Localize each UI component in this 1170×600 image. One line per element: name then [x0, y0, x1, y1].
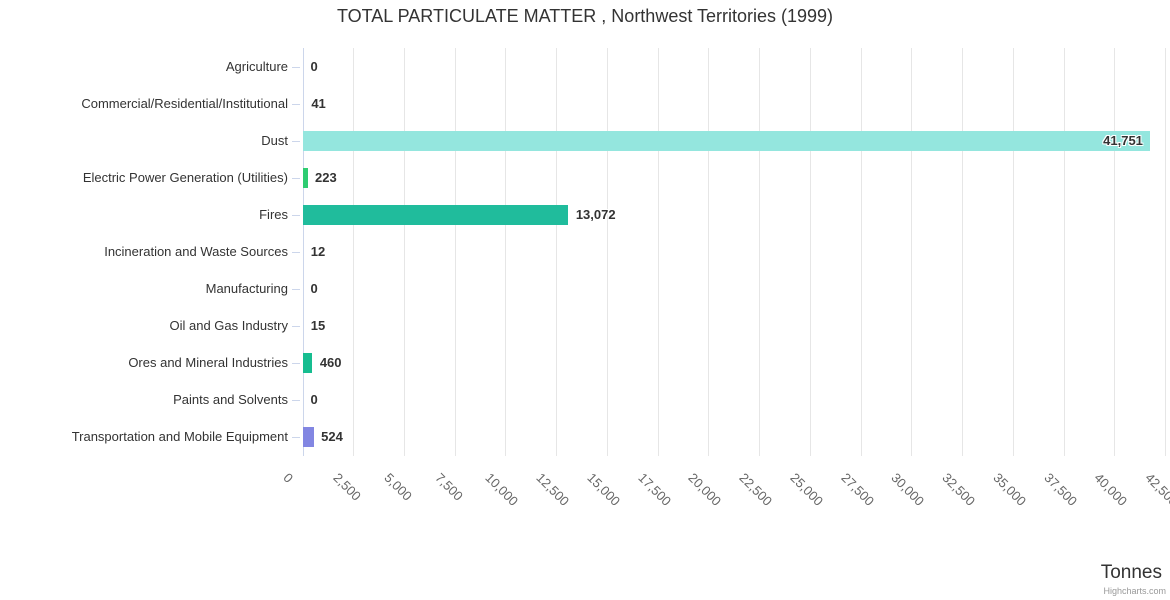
x-gridline	[556, 48, 558, 456]
x-gridline	[1114, 48, 1116, 456]
value-label: 460	[319, 355, 342, 371]
x-gridline	[860, 48, 862, 456]
highcharts-credit-link[interactable]: Highcharts.com	[1103, 586, 1166, 596]
x-gridline	[809, 48, 811, 456]
x-gridline	[353, 48, 355, 456]
x-tick-label: 35,000	[990, 470, 1029, 509]
chart-title: TOTAL PARTICULATE MATTER , Northwest Ter…	[336, 6, 834, 26]
category-tick	[292, 400, 300, 402]
bar-electric-power-generation-utilities[interactable]	[303, 167, 308, 188]
value-label: 0	[310, 281, 318, 297]
bar-dust[interactable]	[303, 130, 1151, 151]
category-label: Incineration and Waste Sources	[104, 244, 288, 259]
category-label: Agriculture	[225, 58, 288, 74]
x-tick-label: 42,500	[1142, 470, 1170, 509]
category-label: Dust	[261, 132, 288, 148]
x-tick-label: 37,500	[1041, 470, 1080, 509]
category-tick	[292, 140, 300, 142]
x-tick-label: 20,000	[685, 470, 725, 509]
category-label: Fires	[259, 206, 288, 222]
category-tick	[292, 177, 300, 179]
x-gridline	[1165, 48, 1167, 456]
category-label: Ores and Mineral Industries	[128, 355, 288, 371]
category-label: Oil and Gas Industry	[169, 318, 289, 334]
category-tick	[292, 252, 300, 253]
value-label: 41,751	[1103, 132, 1143, 148]
category-tick	[292, 326, 300, 328]
x-gridline	[1012, 48, 1014, 456]
value-label: 41	[311, 95, 326, 111]
x-tick-label: 0	[279, 470, 296, 486]
value-label: 0	[310, 58, 318, 74]
value-label: 13,072	[575, 206, 616, 222]
bar-transportation-and-mobile-equipment[interactable]	[303, 427, 314, 448]
category-tick	[292, 214, 300, 216]
x-axis-title: Tonnes	[1100, 562, 1162, 583]
category-label: Electric Power Generation (Utilities)	[82, 169, 288, 185]
x-tick-label: 27,500	[838, 470, 877, 509]
x-gridline	[403, 48, 405, 456]
bar-fires[interactable]	[303, 204, 569, 225]
x-gridline	[708, 48, 710, 456]
value-label: 0	[310, 392, 318, 408]
x-gridline	[911, 48, 913, 456]
category-label: Manufacturing	[205, 281, 288, 297]
x-tick-label: 7,500	[432, 470, 466, 504]
x-gridline	[962, 48, 964, 456]
x-tick-label: 5,000	[381, 470, 415, 504]
x-tick-label: 15,000	[584, 470, 624, 509]
x-tick-label: 40,000	[1091, 470, 1131, 509]
x-tick-label: 25,000	[787, 470, 827, 509]
category-tick	[292, 437, 300, 439]
x-gridline	[606, 48, 608, 456]
x-tick-label: 32,500	[939, 470, 979, 509]
category-label: Transportation and Mobile Equipment	[71, 429, 288, 445]
value-label: 524	[321, 429, 343, 445]
x-tick-label: 22,500	[736, 470, 776, 509]
category-tick	[292, 66, 300, 68]
category-axis-line	[302, 48, 304, 456]
value-label: 223	[315, 169, 337, 185]
category-label: Commercial/Residential/Institutional	[81, 95, 288, 111]
category-tick	[292, 289, 300, 291]
value-label: 12	[310, 244, 326, 259]
x-tick-label: 30,000	[888, 470, 928, 509]
x-tick-label: 2,500	[330, 470, 365, 504]
x-gridline	[505, 48, 507, 456]
x-gridline	[759, 48, 761, 456]
value-label: 15	[310, 318, 326, 334]
x-gridline	[1063, 48, 1065, 456]
x-gridline	[454, 48, 456, 456]
x-tick-label: 12,500	[533, 470, 573, 509]
category-label: Paints and Solvents	[173, 392, 288, 408]
x-tick-label: 17,500	[635, 470, 674, 509]
category-tick	[292, 103, 300, 105]
category-tick	[292, 363, 300, 365]
x-gridline	[657, 48, 659, 456]
x-tick-label: 10,000	[482, 470, 522, 509]
bar-ores-and-mineral-industries[interactable]	[303, 353, 313, 374]
